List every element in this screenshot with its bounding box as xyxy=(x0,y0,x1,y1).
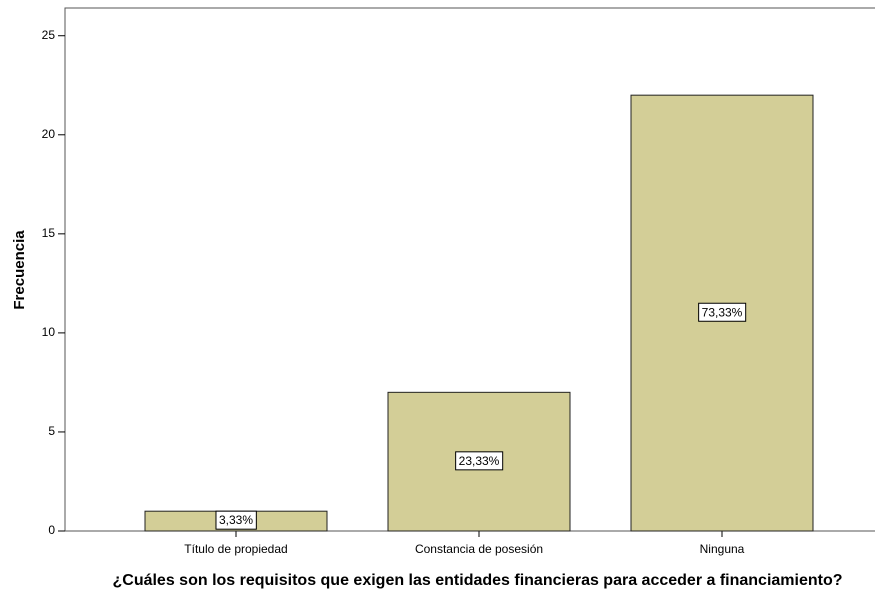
x-tick-label: Título de propiedad xyxy=(184,542,287,556)
y-tick-label: 15 xyxy=(42,226,56,240)
percent-label-box xyxy=(215,510,257,530)
percent-label: 73,33% xyxy=(702,305,743,319)
y-axis-label: Frecuencia xyxy=(11,230,28,310)
y-tick-label: 25 xyxy=(42,28,56,42)
y-tick-label: 5 xyxy=(48,424,55,438)
x-tick-label: Ninguna xyxy=(700,542,745,556)
percent-label: 23,33% xyxy=(459,454,500,468)
percent-label-box xyxy=(698,302,747,322)
y-tick-label: 0 xyxy=(48,523,55,537)
y-tick-label: 20 xyxy=(42,127,56,141)
x-axis-label: ¿Cuáles son los requisitos que exigen la… xyxy=(112,572,843,589)
y-tick-label: 10 xyxy=(42,325,56,339)
x-tick-label: Constancia de posesión xyxy=(415,542,543,556)
percent-label: 3,33% xyxy=(219,513,253,527)
percent-label-box xyxy=(455,451,504,471)
